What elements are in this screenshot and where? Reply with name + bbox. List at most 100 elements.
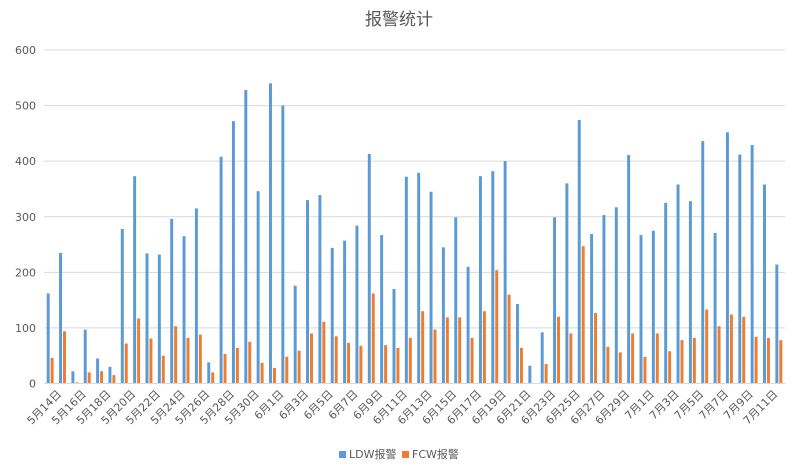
ldw-bar bbox=[367, 153, 371, 384]
fcw-bar bbox=[754, 336, 758, 384]
ldw-bar bbox=[491, 171, 495, 384]
ldw-bar bbox=[540, 332, 544, 384]
ldw-bar bbox=[602, 215, 606, 384]
fcw-bar bbox=[149, 338, 153, 384]
ldw-bar bbox=[441, 247, 445, 384]
fcw-bar bbox=[779, 340, 783, 384]
fcw-bar bbox=[248, 341, 252, 384]
fcw-bar bbox=[470, 337, 474, 384]
fcw-bar bbox=[742, 316, 746, 384]
ldw-bar bbox=[231, 121, 235, 384]
ldw-bar bbox=[503, 161, 507, 384]
fcw-bar bbox=[606, 346, 610, 384]
ldw-bar bbox=[417, 172, 421, 384]
ldw-bar bbox=[343, 240, 347, 384]
fcw-bar bbox=[334, 336, 338, 384]
ldw-bar bbox=[664, 202, 668, 384]
ldw-bar bbox=[590, 233, 594, 384]
fcw-bar bbox=[433, 329, 437, 384]
x-axis-ticks: 5月14日5月16日5月18日5月20日5月22日5月24日5月26日5月28日… bbox=[25, 388, 781, 428]
fcw-bar bbox=[186, 337, 190, 384]
ldw-bar bbox=[775, 264, 779, 384]
fcw-bar bbox=[371, 293, 375, 384]
ldw-bar bbox=[380, 235, 384, 384]
legend: LDW报警 FCW报警 bbox=[339, 447, 459, 461]
fcw-bar bbox=[285, 356, 289, 384]
fcw-bar bbox=[729, 314, 733, 384]
ldw-bar bbox=[157, 254, 161, 384]
ldw-bar bbox=[355, 225, 359, 384]
fcw-bar bbox=[408, 337, 412, 384]
y-axis-ticks: 0 100 200 300 400 500 600 bbox=[15, 44, 36, 391]
ldw-bar bbox=[738, 154, 742, 384]
ldw-bar bbox=[207, 362, 211, 384]
ldw-bar bbox=[170, 218, 174, 384]
legend-label-fcw: FCW报警 bbox=[412, 447, 459, 461]
y-tick-label: 300 bbox=[15, 211, 36, 224]
bars bbox=[46, 83, 783, 384]
ldw-bar bbox=[404, 176, 408, 384]
fcw-bar bbox=[50, 357, 54, 384]
ldw-bar bbox=[306, 200, 310, 384]
gridlines bbox=[44, 49, 785, 329]
fcw-bar bbox=[594, 312, 598, 384]
ldw-bar bbox=[281, 105, 285, 384]
ldw-bar bbox=[71, 371, 75, 384]
ldw-bar bbox=[627, 155, 631, 384]
fcw-bar bbox=[445, 317, 449, 384]
fcw-bar bbox=[421, 311, 425, 384]
ldw-bar bbox=[330, 247, 334, 384]
fcw-bar bbox=[618, 352, 622, 384]
ldw-bar bbox=[96, 358, 100, 384]
fcw-bar bbox=[692, 337, 696, 384]
ldw-bar bbox=[516, 304, 519, 384]
fcw-bar bbox=[495, 270, 499, 384]
ldw-bar bbox=[478, 176, 482, 384]
ldw-bar bbox=[466, 266, 470, 384]
fcw-bar bbox=[557, 316, 560, 384]
ldw-bar bbox=[219, 156, 223, 384]
fcw-bar bbox=[705, 309, 709, 384]
fcw-bar bbox=[75, 382, 79, 384]
ldw-bar bbox=[59, 252, 63, 384]
y-tick-label: 400 bbox=[15, 155, 36, 168]
fcw-bar bbox=[322, 321, 326, 384]
y-tick-label: 600 bbox=[15, 44, 36, 57]
legend-swatch-fcw bbox=[402, 451, 409, 458]
ldw-bar bbox=[194, 208, 198, 384]
ldw-bar bbox=[528, 365, 532, 384]
fcw-bar bbox=[482, 311, 486, 384]
fcw-bar bbox=[161, 355, 165, 384]
fcw-bar bbox=[260, 362, 264, 384]
fcw-bar bbox=[359, 345, 363, 384]
fcw-bar bbox=[655, 333, 659, 384]
fcw-bar bbox=[544, 364, 548, 384]
fcw-bar bbox=[272, 367, 276, 384]
ldw-bar bbox=[553, 217, 557, 384]
fcw-bar bbox=[717, 326, 721, 384]
ldw-bar bbox=[244, 90, 248, 384]
fcw-bar bbox=[507, 294, 511, 384]
fcw-bar bbox=[63, 331, 66, 384]
ldw-bar bbox=[577, 120, 581, 384]
fcw-bar bbox=[569, 333, 573, 384]
fcw-bar bbox=[668, 351, 672, 384]
fcw-bar bbox=[124, 343, 128, 384]
y-tick-label: 0 bbox=[29, 378, 36, 391]
ldw-bar bbox=[46, 293, 50, 384]
ldw-bar bbox=[565, 183, 569, 384]
ldw-bar bbox=[725, 132, 729, 384]
fcw-bar bbox=[581, 246, 585, 384]
chart-title: 报警统计 bbox=[365, 10, 433, 30]
ldw-bar bbox=[108, 366, 112, 384]
fcw-bar bbox=[198, 334, 202, 384]
fcw-bar bbox=[87, 372, 91, 384]
fcw-bar bbox=[766, 337, 770, 384]
ldw-bar bbox=[145, 253, 149, 384]
fcw-bar bbox=[458, 317, 462, 384]
fcw-bar bbox=[396, 347, 400, 384]
fcw-bar bbox=[643, 356, 647, 384]
ldw-bar bbox=[688, 201, 692, 384]
